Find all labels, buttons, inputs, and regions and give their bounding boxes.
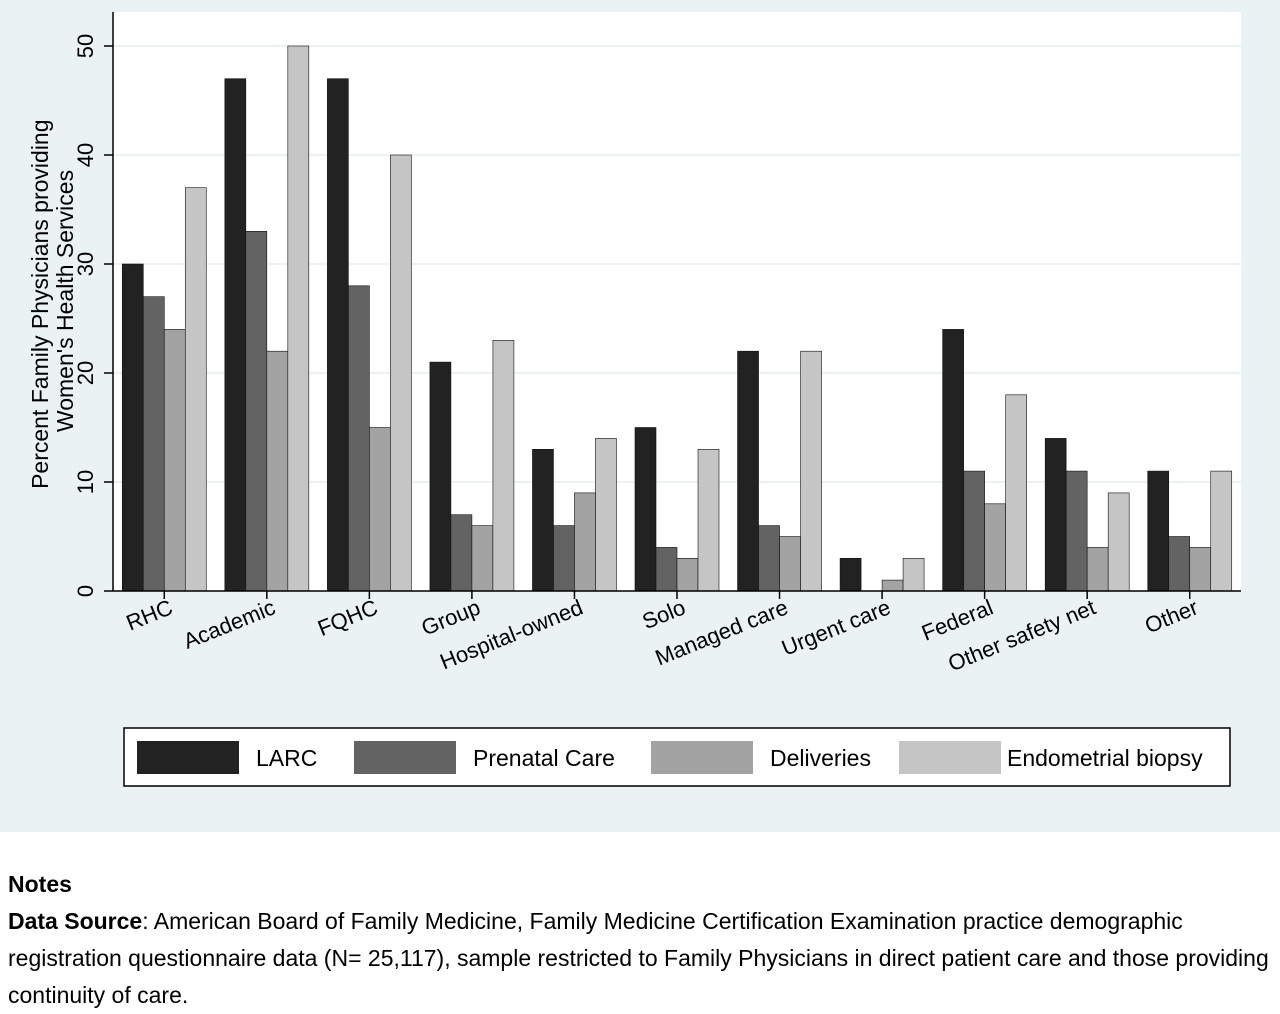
- y-tick-label: 10: [73, 470, 98, 494]
- bar-endometrial-biopsy: [697, 448, 720, 592]
- bar-larc: [327, 78, 349, 592]
- bar-larc: [121, 263, 144, 592]
- bar-endometrial-biopsy: [800, 350, 822, 592]
- bar-endometrial-biopsy: [1210, 470, 1233, 592]
- legend-label: Endometrial biopsy: [1007, 745, 1203, 771]
- notes-heading: Notes: [8, 871, 72, 897]
- y-tick-label: 20: [73, 361, 98, 385]
- bar-larc: [942, 329, 964, 592]
- bar-prenatal-care: [758, 525, 780, 592]
- bar-endometrial-biopsy: [492, 339, 515, 592]
- bar-endometrial-biopsy: [595, 438, 617, 592]
- legend-label: Deliveries: [770, 745, 871, 771]
- y-tick-label: 30: [73, 252, 98, 276]
- bar-prenatal-care: [142, 296, 165, 592]
- bar-endometrial-biopsy: [1107, 492, 1130, 592]
- bar-deliveries: [779, 536, 801, 592]
- axes: [112, 12, 1241, 599]
- bar-prenatal-care: [450, 514, 473, 592]
- bar-endometrial-biopsy: [287, 45, 310, 592]
- bar-deliveries: [471, 525, 494, 592]
- bar-larc: [1044, 438, 1067, 592]
- bar-deliveries: [881, 579, 904, 592]
- y-tick-label: 50: [73, 34, 98, 58]
- y-tick-label: 0: [73, 585, 98, 597]
- x-tick-label: RHC: [123, 594, 177, 635]
- legend-swatch: [651, 741, 753, 774]
- legend-label: LARC: [256, 745, 317, 771]
- bar-prenatal-care: [963, 470, 985, 592]
- bar-endometrial-biopsy: [902, 557, 925, 592]
- bar-larc: [429, 361, 452, 592]
- bar-deliveries: [574, 492, 596, 592]
- x-tick-label: Other: [1141, 594, 1201, 638]
- legend: LARC Prenatal Care Deliveries Endometrial b…: [123, 727, 1231, 787]
- x-tick-label: Group: [418, 594, 484, 640]
- legend-swatch: [899, 741, 1001, 774]
- bar-larc: [737, 350, 759, 592]
- x-tick-label: Solo: [639, 594, 689, 634]
- bar-deliveries: [676, 557, 699, 592]
- bar-endometrial-biopsy: [184, 187, 207, 592]
- data-source-label: Data Source: [8, 908, 143, 934]
- legend-swatch: [137, 741, 239, 774]
- bar-deliveries: [1189, 547, 1212, 592]
- bar-endometrial-biopsy: [1005, 394, 1027, 592]
- bar-larc: [634, 427, 657, 592]
- y-tick-label: 40: [73, 143, 98, 167]
- bar-larc: [839, 557, 862, 592]
- bar-deliveries: [984, 503, 1006, 592]
- x-tick-label: Academic: [180, 594, 279, 653]
- x-tick-label: Urgent care: [778, 594, 894, 660]
- bar-deliveries: [163, 329, 186, 592]
- bar-larc: [224, 78, 247, 592]
- bar-prenatal-care: [1168, 536, 1191, 592]
- bar-deliveries: [369, 427, 391, 592]
- bar-deliveries: [266, 350, 289, 592]
- bar-prenatal-care: [348, 285, 370, 592]
- legend-label: Prenatal Care: [473, 745, 615, 771]
- x-tick-label: FQHC: [314, 594, 381, 641]
- bar-endometrial-biopsy: [390, 154, 412, 592]
- y-ticks: 0 10 20 30 40 50: [73, 34, 113, 597]
- bar-prenatal-care: [245, 231, 268, 592]
- bar-larc: [532, 448, 554, 592]
- data-source-text: : American Board of Family Medicine, Fam…: [8, 908, 1269, 1008]
- bar-deliveries: [1086, 547, 1109, 592]
- bar-larc: [1147, 470, 1170, 592]
- y-axis-title: Percent Family Physicians providing Wome…: [27, 113, 78, 489]
- bar-prenatal-care: [553, 525, 575, 592]
- bar-prenatal-care: [1065, 470, 1088, 592]
- figure-panel: 0 10 20 30 40 50 RHC Academic FQHC Group Hospital…: [0, 0, 1280, 832]
- notes-section: Notes Data Source: American Board of Fam…: [8, 866, 1278, 1014]
- legend-swatch: [354, 741, 456, 774]
- bar-prenatal-care: [655, 547, 678, 592]
